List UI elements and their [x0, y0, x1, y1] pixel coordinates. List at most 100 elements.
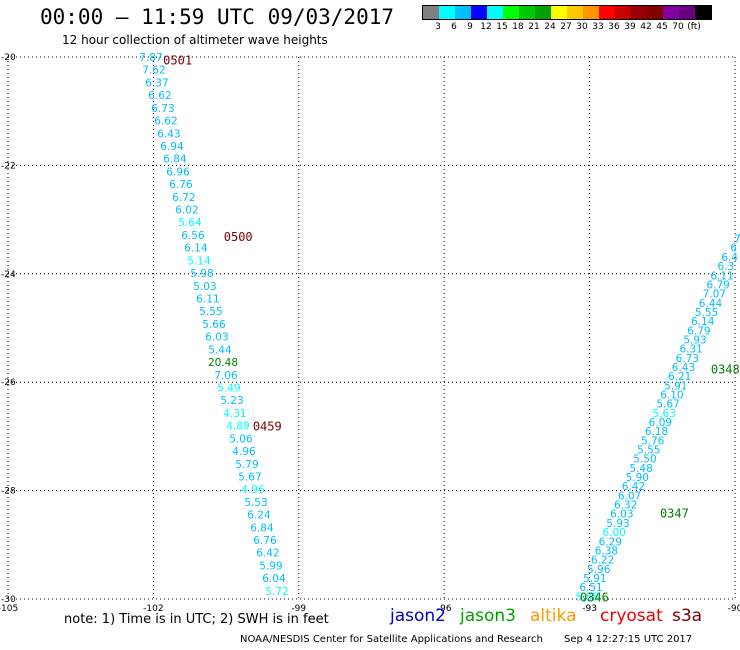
wave-height-value: 6.21	[668, 371, 691, 383]
satellite-name: s3a	[672, 606, 703, 626]
lat-tick-label: -20	[1, 53, 16, 63]
legend-swatch	[455, 6, 471, 19]
legend-label: 70	[672, 22, 684, 32]
wave-height-value: 6.76	[253, 535, 277, 547]
lat-tick-label: -24	[1, 270, 16, 280]
wave-height-value: 5.91	[583, 573, 606, 585]
wave-height-value: 5.55	[695, 307, 718, 319]
credit-text: NOAA/NESDIS Center for Satellite Applica…	[240, 634, 543, 645]
wave-height-value: 6.96	[166, 166, 190, 178]
wave-height-value: 6.22	[591, 555, 614, 567]
footer-credit: NOAA/NESDIS Center for Satellite Applica…	[240, 634, 692, 645]
legend-labels: 3 6 9 12 15 18 21 24 27 30 33 36 39 42 45 70 (ft)	[422, 20, 712, 34]
time-label: 0346	[580, 590, 609, 604]
lat-tick-label: -22	[1, 161, 16, 171]
wave-height-value: 6.56	[181, 230, 205, 242]
wave-height-value: 7.87	[139, 52, 162, 64]
legend-swatch	[615, 6, 631, 19]
legend-swatch	[663, 6, 679, 19]
legend-label: 12	[480, 22, 492, 32]
satellite-name: cryosat	[600, 606, 663, 626]
wave-height-value: 6.51	[579, 582, 602, 594]
wave-height-value: 6.4	[721, 252, 738, 264]
legend-label: 24	[544, 22, 556, 32]
wave-height-value: 6.84	[163, 154, 187, 166]
legend-label: (ft)	[687, 22, 701, 32]
page-title: 00:00 – 11:59 UTC 09/03/2017	[40, 5, 395, 29]
legend-label: 39	[624, 22, 636, 32]
wave-height-value: 6.76	[169, 179, 193, 191]
axis-labels: -105 -102 -99 -96 -93 -90 -20 -22 -24 -26 -28 -30	[0, 53, 740, 614]
wave-height-value: 6.79	[706, 279, 729, 291]
time-label: 0347	[660, 506, 689, 520]
wave-height-value: 6.29	[599, 536, 622, 548]
wave-height-value: 6.62	[154, 116, 177, 128]
legend-label: 9	[467, 22, 473, 32]
legend-label: 6	[451, 22, 457, 32]
wave-height-value: 5.76	[641, 435, 665, 447]
wave-height-value: 7.06	[214, 370, 238, 382]
wave-height-value: 5.93	[683, 334, 706, 346]
wave-height-value: 6.37	[145, 77, 168, 89]
legend-swatch	[503, 6, 519, 19]
wave-height-value: 5.99	[259, 560, 282, 572]
wave-height-value: 5.88	[575, 591, 598, 603]
wave-height-value: 7.62	[142, 65, 165, 77]
wave-height-value: 6.42	[256, 548, 279, 560]
wave-height-value: 6.14	[691, 316, 715, 328]
wave-height-value: 5.44	[208, 344, 232, 356]
wave-height-value: 5.79	[235, 459, 258, 471]
wave-height-value: 7.07	[703, 289, 726, 301]
legend-swatch	[647, 6, 663, 19]
time-labels: 0501 0500 0459 0348 0347 0346	[163, 54, 740, 605]
legend-swatch	[695, 6, 711, 19]
wave-height-value: 6.44	[699, 298, 723, 310]
legend-label: 18	[512, 22, 524, 32]
wave-height-value: 5.49	[217, 382, 240, 394]
time-label: 0501	[163, 54, 192, 68]
legend-swatch	[471, 6, 487, 19]
wave-height-value: 6.03	[205, 332, 228, 344]
legend-label: 3	[435, 22, 441, 32]
wave-height-value: 6.00	[602, 527, 625, 539]
lon-tick-label: -99	[291, 604, 306, 614]
wave-height-value: 5.23	[220, 395, 243, 407]
wave-height-value: 5.67	[656, 399, 679, 411]
legend-label: 45	[656, 22, 668, 32]
legend-swatch	[631, 6, 647, 19]
color-legend: 3 6 9 12 15 18 21 24 27 30 33 36 39 42 45 70 (ft)	[422, 5, 712, 34]
wave-height-value: 5.63	[653, 408, 676, 420]
legend-swatch	[487, 6, 503, 19]
wave-height-value: 6.14	[184, 243, 208, 255]
legend-label: 42	[640, 22, 652, 32]
time-label: 0348	[711, 363, 740, 377]
legend-swatch	[679, 6, 695, 19]
wave-height-value: 5.03	[193, 281, 216, 293]
wave-height-value: 5.66	[202, 319, 226, 331]
wave-height-value: 6.38	[595, 545, 618, 557]
lon-tick-label: -102	[143, 604, 163, 614]
wave-height-value: 5.72	[265, 586, 288, 598]
wave-height-value: 5.90	[626, 472, 649, 484]
wave-height-value: 5.96	[587, 564, 611, 576]
timestamp: Sep 4 12:27:15 UTC 2017	[564, 634, 693, 645]
wave-height-value: 6.94	[160, 141, 184, 153]
wave-height-value: 5.14	[187, 255, 211, 267]
satellite-name: altika	[530, 606, 577, 626]
wave-height-value: 6.79	[687, 325, 710, 337]
wave-height-value: 6.18	[645, 426, 668, 438]
wave-height-value: 6.3	[718, 261, 735, 273]
legend-swatch	[439, 6, 455, 19]
wave-height-value: 5.98	[190, 268, 213, 280]
footer-note: note: 1) Time is in UTC; 2) SWH is in fe…	[64, 612, 329, 627]
legend-swatch	[519, 6, 535, 19]
wave-height-value: 4.96	[241, 484, 265, 496]
wave-height-value: 6.84	[250, 522, 274, 534]
track-values: 7.877.626.376.626.736.626.436.946.846.96…	[139, 52, 740, 603]
legend-label: 27	[560, 22, 572, 32]
legend-label: 15	[496, 22, 508, 32]
legend-swatch	[423, 6, 439, 19]
lat-tick-label: -26	[1, 378, 16, 388]
wave-height-value: 6.09	[649, 417, 672, 429]
